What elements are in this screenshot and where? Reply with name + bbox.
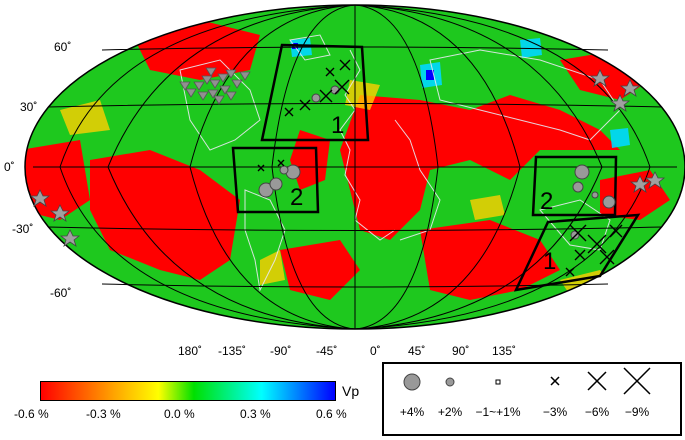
symbol-legend-markers — [403, 367, 651, 395]
station-stars — [29, 69, 666, 247]
legend-label-minus6: −6% — [584, 405, 610, 419]
legend-circle-large — [403, 373, 421, 391]
lat-label-60: 60˚ — [54, 40, 72, 54]
region-label-2-east: 2 — [540, 188, 554, 215]
legend-square — [495, 379, 501, 385]
colorbar — [40, 381, 336, 401]
lon-label-180: 180˚ — [178, 344, 203, 358]
lon-label-90: 90˚ — [452, 344, 470, 358]
lon-label-minus-90: -90˚ — [270, 344, 292, 358]
lat-label-0: 0˚ — [4, 160, 15, 174]
study-regions — [231, 43, 641, 292]
region-label-1-south: 1 — [543, 248, 557, 275]
coastlines — [179, 34, 621, 292]
legend-label-minus9: −9% — [624, 405, 650, 419]
event-markers — [29, 59, 666, 277]
legend-cross-medium — [587, 371, 607, 391]
lon-label-135: 135˚ — [492, 344, 517, 358]
lon-label-minus-45: -45˚ — [316, 344, 338, 358]
legend-label-minus3: −3% — [542, 405, 568, 419]
colorbar-tick-5: 0.6 % — [316, 407, 347, 421]
colorbar-tick-3: 0.0 % — [164, 407, 195, 421]
legend-cross-small — [550, 376, 560, 386]
lat-label-minus-30: -30˚ — [12, 222, 34, 236]
region-1-north-atlantic — [260, 43, 370, 142]
colorbar-tick-4: 0.3 % — [240, 407, 271, 421]
lon-label-45: 45˚ — [408, 344, 426, 358]
colorbar-tick-2: -0.3 % — [86, 407, 121, 421]
legend-circle-small — [445, 377, 455, 387]
legend-label-plus2: +2% — [437, 405, 463, 419]
velocity-crosses — [257, 59, 623, 277]
region-label-2-west: 2 — [290, 184, 304, 211]
lat-label-minus-60: -60˚ — [50, 286, 72, 300]
region-2-south-america — [231, 146, 320, 214]
lon-label-0: 0˚ — [370, 344, 381, 358]
region-1-indian-ocean — [513, 213, 641, 292]
lon-label-minus-135: -135˚ — [218, 344, 247, 358]
legend-label-plusminus1: −1~+1% — [475, 405, 521, 419]
lat-label-30: 30˚ — [20, 100, 38, 114]
legend-cross-large — [623, 367, 651, 395]
region-label-1-north: 1 — [331, 112, 345, 139]
region-2-indian-ocean — [531, 155, 618, 217]
colorbar-title: Vp — [342, 383, 360, 399]
colorbar-tick-1: -0.6 % — [14, 407, 49, 421]
symbol-legend: +4% +2% −1~+1% −3% −6% −9% — [382, 362, 682, 436]
legend-label-plus4: +4% — [399, 405, 425, 419]
station-triangles — [179, 67, 251, 105]
